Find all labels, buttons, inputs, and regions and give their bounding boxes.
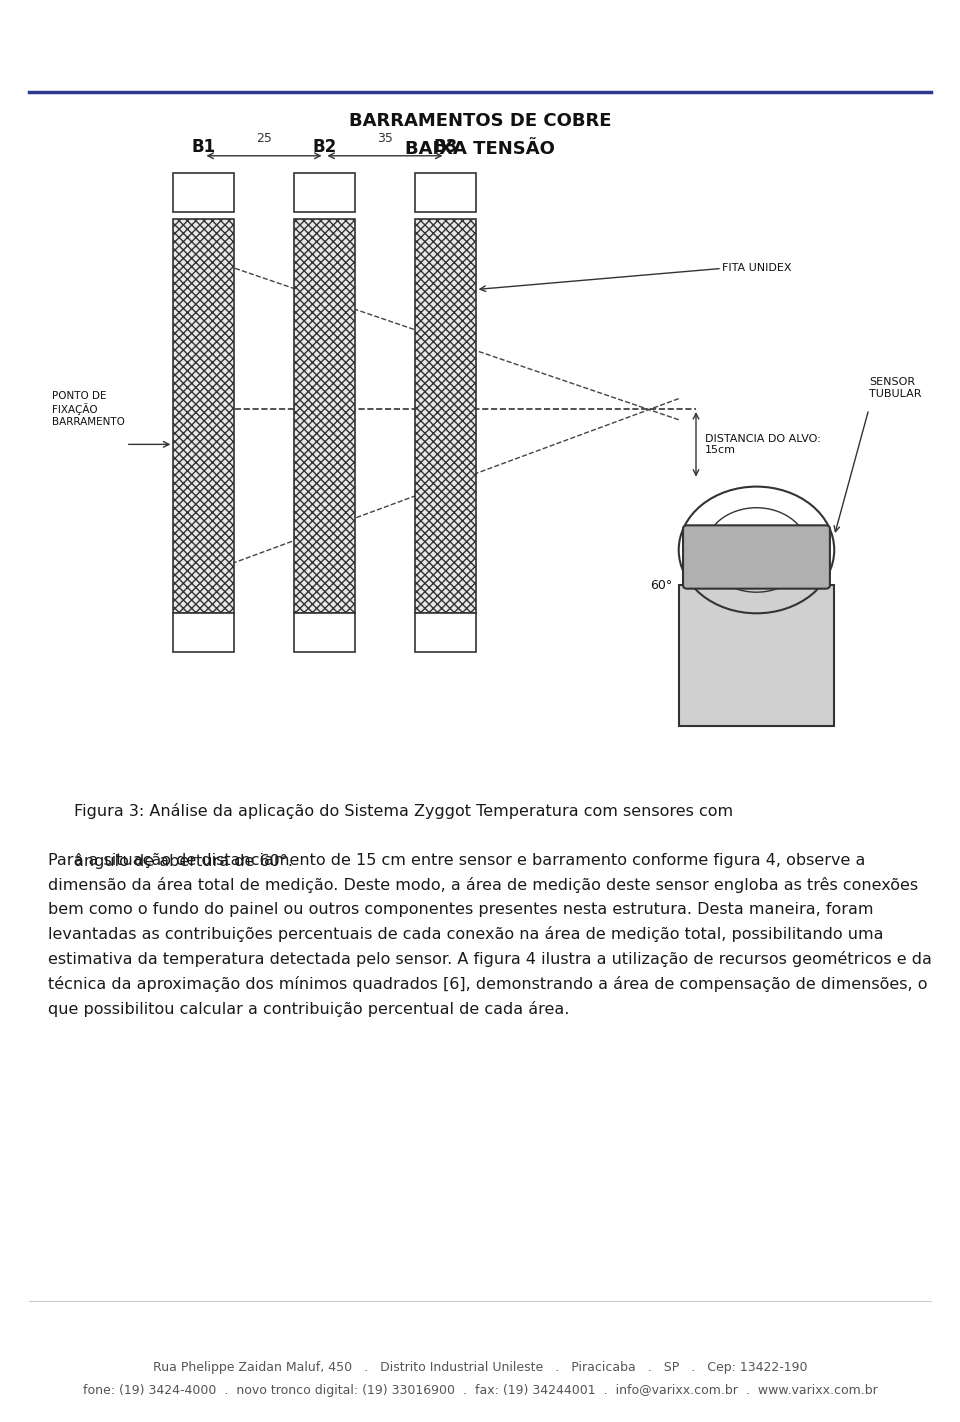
- Text: B1: B1: [191, 138, 216, 156]
- Text: FITA UNIDEX: FITA UNIDEX: [722, 263, 791, 273]
- Bar: [679, 586, 834, 725]
- Text: SENSOR
TUBULAR: SENSOR TUBULAR: [869, 377, 922, 398]
- Text: fone: (19) 3424-4000  .  novo tronco digital: (19) 33016900  .  fax: (19) 342440: fone: (19) 3424-4000 . novo tronco digit…: [83, 1384, 877, 1398]
- Text: DISTANCIA DO ALVO:
15cm: DISTANCIA DO ALVO: 15cm: [705, 434, 821, 455]
- Bar: [174, 173, 234, 212]
- Text: Figura 3: Análise da aplicação do Sistema Zyggot Temperatura com sensores com: Figura 3: Análise da aplicação do Sistem…: [74, 803, 733, 819]
- Bar: [416, 613, 476, 653]
- Bar: [174, 613, 234, 653]
- Text: BAIXA TENSÃO: BAIXA TENSÃO: [405, 139, 555, 158]
- Text: 35: 35: [377, 132, 393, 145]
- Bar: [416, 173, 476, 212]
- Text: BARRAMENTOS DE COBRE: BARRAMENTOS DE COBRE: [348, 111, 612, 129]
- Bar: [174, 219, 234, 613]
- Text: Rua Phelippe Zaidan Maluf, 450   .   Distrito Industrial Unileste   .   Piracica: Rua Phelippe Zaidan Maluf, 450 . Distrit…: [153, 1361, 807, 1375]
- Bar: [294, 613, 354, 653]
- Text: PONTO DE
FIXAÇÃO
BARRAMENTO: PONTO DE FIXAÇÃO BARRAMENTO: [52, 391, 125, 427]
- Text: B2: B2: [312, 138, 337, 156]
- Text: 25: 25: [256, 132, 272, 145]
- Text: 60°: 60°: [650, 579, 673, 592]
- Text: Para a situação de distanciamento de 15 cm entre sensor e barramento conforme fi: Para a situação de distanciamento de 15 …: [48, 853, 932, 1017]
- Bar: [294, 173, 354, 212]
- Bar: [416, 219, 476, 613]
- Text: ângulo de abertura de 60°.: ângulo de abertura de 60°.: [74, 853, 293, 869]
- FancyBboxPatch shape: [683, 525, 829, 589]
- Text: B3: B3: [433, 138, 458, 156]
- Bar: [294, 219, 354, 613]
